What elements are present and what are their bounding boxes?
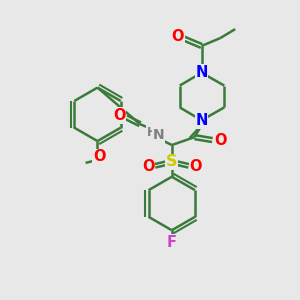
Text: S: S bbox=[166, 154, 178, 169]
Text: O: O bbox=[189, 159, 202, 174]
Text: O: O bbox=[142, 159, 154, 174]
Text: N: N bbox=[195, 65, 208, 80]
Text: F: F bbox=[167, 235, 177, 250]
Text: N: N bbox=[195, 113, 208, 128]
Text: H: H bbox=[147, 126, 157, 139]
Text: N: N bbox=[153, 128, 165, 142]
Text: O: O bbox=[113, 108, 125, 123]
Text: O: O bbox=[214, 133, 226, 148]
Text: O: O bbox=[93, 149, 106, 164]
Text: O: O bbox=[172, 28, 184, 44]
